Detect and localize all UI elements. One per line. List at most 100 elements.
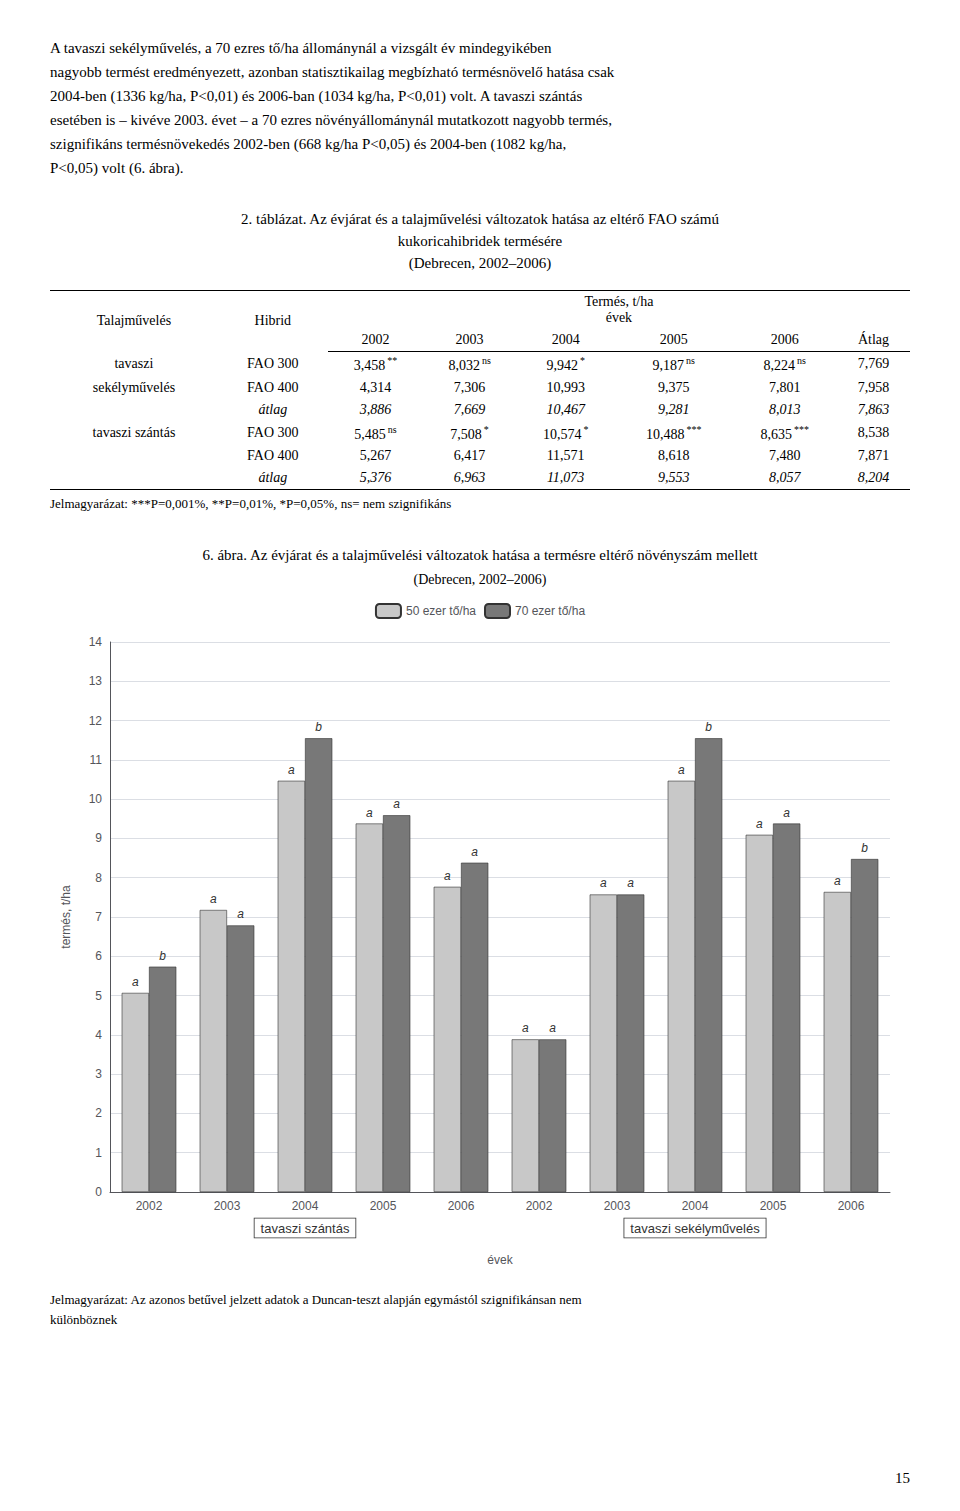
html-text:A tavaszi sekélyművelés, a 70: A tavaszi sekélyművelés, a 70 ezres tő/h… [50,40,552,56]
html-text:nagyobb termést eredményezett,: nagyobb termést eredményezett, azonban s… [50,64,615,80]
html-text:8,032ns: 8,032ns [448,355,491,373]
html-text:6,417: 6,417 [453,448,486,464]
html-text:FAO 400: FAO 400 [247,379,299,395]
html-text:7,958: 7,958 [857,379,890,395]
html-text:3,458**: 3,458** [353,355,398,373]
svg-text:tavaszi szántás: tavaszi szántás [261,1221,350,1236]
svg-text:14: 14 [89,635,103,649]
svg-text:a: a [627,877,634,891]
html-text:11,571: 11,571 [546,448,585,464]
html-text:sekélyművelés: sekélyművelés [92,379,176,395]
svg-text:1: 1 [95,1146,102,1160]
svg-text:8: 8 [95,871,102,885]
svg-text:70 ezer tő/ha: 70 ezer tő/ha [515,604,585,618]
html-text:7,669: 7,669 [453,401,486,417]
html-text:10,467: 10,467 [546,401,585,417]
svg-text:2002: 2002 [136,1199,163,1213]
html-text:FAO 400: FAO 400 [247,448,299,464]
html-text:3,886: 3,886 [359,401,392,417]
html-text:7,769: 7,769 [857,356,890,372]
html-text:Talajművelés: Talajművelés [96,313,172,329]
html-text:7,871: 7,871 [857,448,890,464]
html-text:átlag: átlag [258,401,288,417]
html-text:(Debrecen, 2002–2006): (Debrecen, 2002–2006) [408,255,552,271]
svg-text:3: 3 [95,1067,102,1081]
html-text:5,267: 5,267 [359,448,392,464]
svg-text:a: a [393,798,400,812]
html-text:P<0,05) volt (6. ábra).: P<0,05) volt (6. ábra). [50,160,184,176]
html-text:7,480: 7,480 [769,448,801,464]
svg-text:6: 6 [95,950,102,964]
svg-text:termés, t/ha: termés, t/ha [59,885,73,949]
svg-text:2004: 2004 [292,1199,319,1213]
html-text:kukoricahibridek termésére: kukoricahibridek termésére [397,233,563,249]
svg-text:2005: 2005 [760,1199,787,1213]
html-text:7,508*: 7,508* [450,423,489,442]
svg-text:2004: 2004 [682,1199,709,1213]
svg-text:12: 12 [89,714,103,728]
html-text:10,488***: 10,488*** [646,423,702,442]
svg-text:0: 0 [95,1185,102,1199]
html-text:9,187ns: 9,187ns [652,355,695,373]
svg-text:2006: 2006 [448,1199,475,1213]
html-text:esetében is – kivéve 2003. éve: esetében is – kivéve 2003. évet – a 70 e… [50,112,612,128]
svg-text:7: 7 [95,910,102,924]
svg-text:10: 10 [89,792,103,806]
html-text:átlag: átlag [258,470,288,486]
html-text:szignifikáns termésnövekedés 2: szignifikáns termésnövekedés 2002-ben (6… [50,136,567,152]
svg-text:a: a [210,892,217,906]
html-text:7,306: 7,306 [453,379,486,395]
html-text:Hibrid: Hibrid [254,313,292,329]
html-text:2. táblázat. Az évjárat és a t: 2. táblázat. Az évjárat és a talajművelé… [241,211,719,227]
svg-text:a: a [288,763,295,777]
svg-text:2003: 2003 [214,1199,241,1213]
svg-text:tavaszi sekélyművelés: tavaszi sekélyművelés [630,1221,760,1236]
svg-text:a: a [678,763,685,777]
html-text:10,574*: 10,574* [542,423,589,442]
html-text:5,485ns: 5,485ns [354,423,397,442]
svg-text:2003: 2003 [604,1199,631,1213]
html-text:8,013: 8,013 [769,401,801,417]
html-text:FAO 300: FAO 300 [247,356,299,372]
svg-text:a: a [834,874,841,888]
svg-text:b: b [315,721,322,735]
svg-text:a: a [444,869,451,883]
svg-text:(Debrecen, 2002–2006): (Debrecen, 2002–2006) [414,572,547,588]
svg-text:a: a [132,975,139,989]
svg-text:2005: 2005 [370,1199,397,1213]
svg-text:a: a [783,806,790,820]
svg-text:2002: 2002 [526,1199,553,1213]
html-text:4,314: 4,314 [359,379,392,395]
svg-text:b: b [159,949,166,963]
html-text:7,863: 7,863 [857,401,890,417]
svg-text:11: 11 [90,753,103,767]
html-text:2004-ben (1336 kg/ha, P<0,01): 2004-ben (1336 kg/ha, P<0,01) és 2006-ba… [50,88,583,104]
svg-text:a: a [366,806,373,820]
html-text:9,375: 9,375 [658,379,690,395]
svg-text:5: 5 [95,989,102,1003]
svg-text:a: a [549,1022,556,1036]
svg-text:a: a [600,877,607,891]
html-text:8,635***: 8,635*** [760,423,809,442]
html-text:8,224ns: 8,224ns [763,355,806,373]
html-text:7,801: 7,801 [769,379,801,395]
svg-text:2: 2 [95,1107,102,1121]
svg-text:évek: évek [487,1253,513,1267]
svg-text:a: a [756,817,763,831]
svg-text:a: a [522,1022,529,1036]
html-text:10,993: 10,993 [546,379,585,395]
svg-text:2006: 2006 [838,1199,865,1213]
svg-text:b: b [861,841,868,855]
html-text:9,942*: 9,942* [546,355,585,373]
svg-text:50 ezer tő/ha: 50 ezer tő/ha [406,604,476,618]
svg-text:b: b [705,721,712,735]
html-text:tavaszi: tavaszi [114,356,154,372]
svg-text:13: 13 [89,675,103,689]
svg-text:4: 4 [95,1028,102,1042]
html-text:9,281: 9,281 [658,401,690,417]
svg-text:a: a [471,845,478,859]
svg-text:9: 9 [95,832,102,846]
svg-text:a: a [237,908,244,922]
svg-text:6. ábra. Az évjárat és a talaj: 6. ábra. Az évjárat és a talajművelési v… [202,547,758,563]
html-text:8,618: 8,618 [658,448,690,464]
